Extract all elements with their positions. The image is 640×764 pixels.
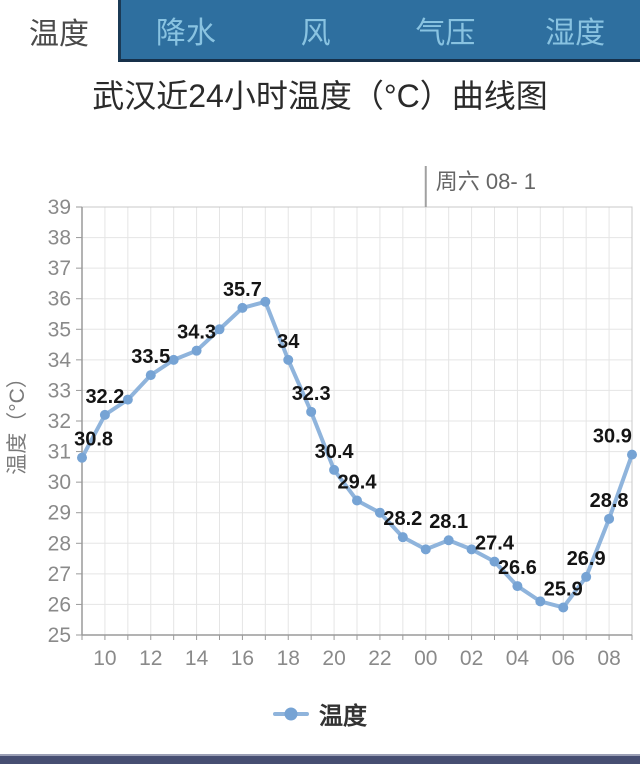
x-axis-tick-label: 22 [368, 647, 391, 670]
data-point[interactable] [260, 296, 271, 307]
legend-line-icon [273, 707, 309, 720]
data-point-label: 28.1 [429, 511, 468, 533]
x-axis-tick-label: 08 [597, 647, 620, 670]
data-point[interactable] [466, 544, 477, 555]
data-point-label: 29.4 [338, 471, 378, 493]
annotation-label: 周六 08- 1 [436, 169, 536, 194]
data-point[interactable] [604, 513, 615, 524]
data-point-label: 34.3 [177, 322, 216, 344]
legend: 温度 [0, 700, 640, 730]
data-point[interactable] [420, 544, 431, 555]
y-axis-tick-label: 28 [48, 532, 71, 555]
data-point[interactable] [352, 495, 362, 506]
data-point-label: 32.3 [292, 383, 331, 405]
data-point-label: 34 [277, 331, 300, 353]
y-axis-tick-label: 35 [48, 318, 71, 341]
data-point[interactable] [306, 406, 317, 417]
y-axis-tick-label: 32 [48, 410, 71, 433]
y-axis-tick-label: 31 [48, 441, 71, 464]
y-axis-tick-label: 39 [48, 196, 71, 219]
y-axis-tick-label: 26 [48, 593, 71, 616]
tab-pressure[interactable]: 气压 [415, 16, 476, 50]
data-point-label: 28.8 [590, 490, 629, 512]
data-point[interactable] [99, 409, 110, 420]
data-point-label: 32.2 [85, 386, 124, 408]
x-axis-tick-label: 16 [231, 647, 254, 670]
data-point-label: 35.7 [223, 279, 262, 301]
data-point-label: 28.2 [383, 508, 422, 530]
y-axis-tick-label: 38 [48, 227, 71, 250]
weather-tab-bar: 温度 降水 风 气压 湿度 [0, 0, 640, 62]
tab-wind[interactable]: 风 [300, 16, 331, 50]
y-axis-tick-label: 34 [48, 349, 72, 372]
y-axis-tick-label: 29 [48, 502, 71, 525]
data-point[interactable] [489, 556, 500, 567]
x-axis-tick-label: 12 [139, 647, 162, 670]
data-point[interactable] [214, 324, 225, 335]
y-axis-tick-label: 25 [48, 624, 71, 647]
legend-dot-icon [284, 707, 298, 720]
page-title: 武汉近24小时温度（°C）曲线图 [92, 78, 548, 114]
x-axis-tick-label: 18 [277, 647, 300, 670]
data-point[interactable] [443, 535, 454, 546]
y-axis-tick-label: 30 [48, 471, 71, 494]
y-axis-tick-label: 36 [48, 288, 71, 311]
tab-humidity[interactable]: 湿度 [545, 16, 606, 50]
bottom-bar [0, 754, 640, 764]
chart-area: 39 38 37 36 35 34 33 32 31 30 29 28 27 26 25 10 12 14 16 18… [0, 150, 640, 680]
tab-precipitation[interactable]: 降水 [155, 16, 216, 50]
data-point[interactable] [627, 449, 637, 460]
data-point-label: 33.5 [131, 346, 170, 368]
legend-label: 温度 [319, 703, 367, 730]
data-point[interactable] [558, 602, 569, 613]
y-axis-tick-label: 27 [48, 563, 71, 586]
data-point-label: 30.8 [74, 429, 113, 451]
data-point[interactable] [512, 581, 523, 592]
tab-group: 降水 风 气压 湿度 [118, 0, 640, 62]
data-point[interactable] [374, 507, 385, 518]
data-point-label: 26.9 [567, 548, 606, 570]
temperature-line-chart: 39 38 37 36 35 34 33 32 31 30 29 28 27 26 25 10 12 14 16 18… [6, 166, 637, 670]
data-point-label: 25.9 [544, 578, 583, 600]
data-point[interactable] [122, 394, 133, 405]
x-axis-tick-label: 06 [552, 647, 575, 670]
tab-temperature[interactable]: 温度 [0, 0, 118, 62]
data-point-label: 30.9 [593, 426, 632, 448]
y-axis-tick-label: 37 [48, 257, 71, 280]
y-axis-title: 温度（°C） [6, 367, 29, 475]
x-axis-tick-label: 02 [460, 647, 483, 670]
data-point[interactable] [535, 596, 546, 607]
data-point[interactable] [237, 302, 248, 313]
data-point[interactable] [283, 354, 294, 365]
x-axis-tick-label: 10 [93, 647, 116, 670]
data-point-label: 26.6 [498, 557, 537, 579]
x-axis-tick-label: 14 [185, 647, 209, 670]
x-axis-tick-label: 20 [322, 647, 345, 670]
data-point[interactable] [145, 370, 156, 381]
data-point-label: 30.4 [315, 441, 355, 463]
data-point[interactable] [397, 532, 408, 543]
data-point[interactable] [329, 464, 340, 475]
data-point[interactable] [168, 354, 179, 365]
data-point-label: 27.4 [475, 533, 515, 555]
data-point[interactable] [581, 571, 592, 582]
x-axis-tick-label: 00 [414, 647, 437, 670]
data-point[interactable] [191, 345, 202, 356]
data-point[interactable] [77, 452, 87, 463]
x-axis-tick-label: 04 [506, 647, 530, 670]
y-axis-tick-label: 33 [48, 379, 71, 402]
